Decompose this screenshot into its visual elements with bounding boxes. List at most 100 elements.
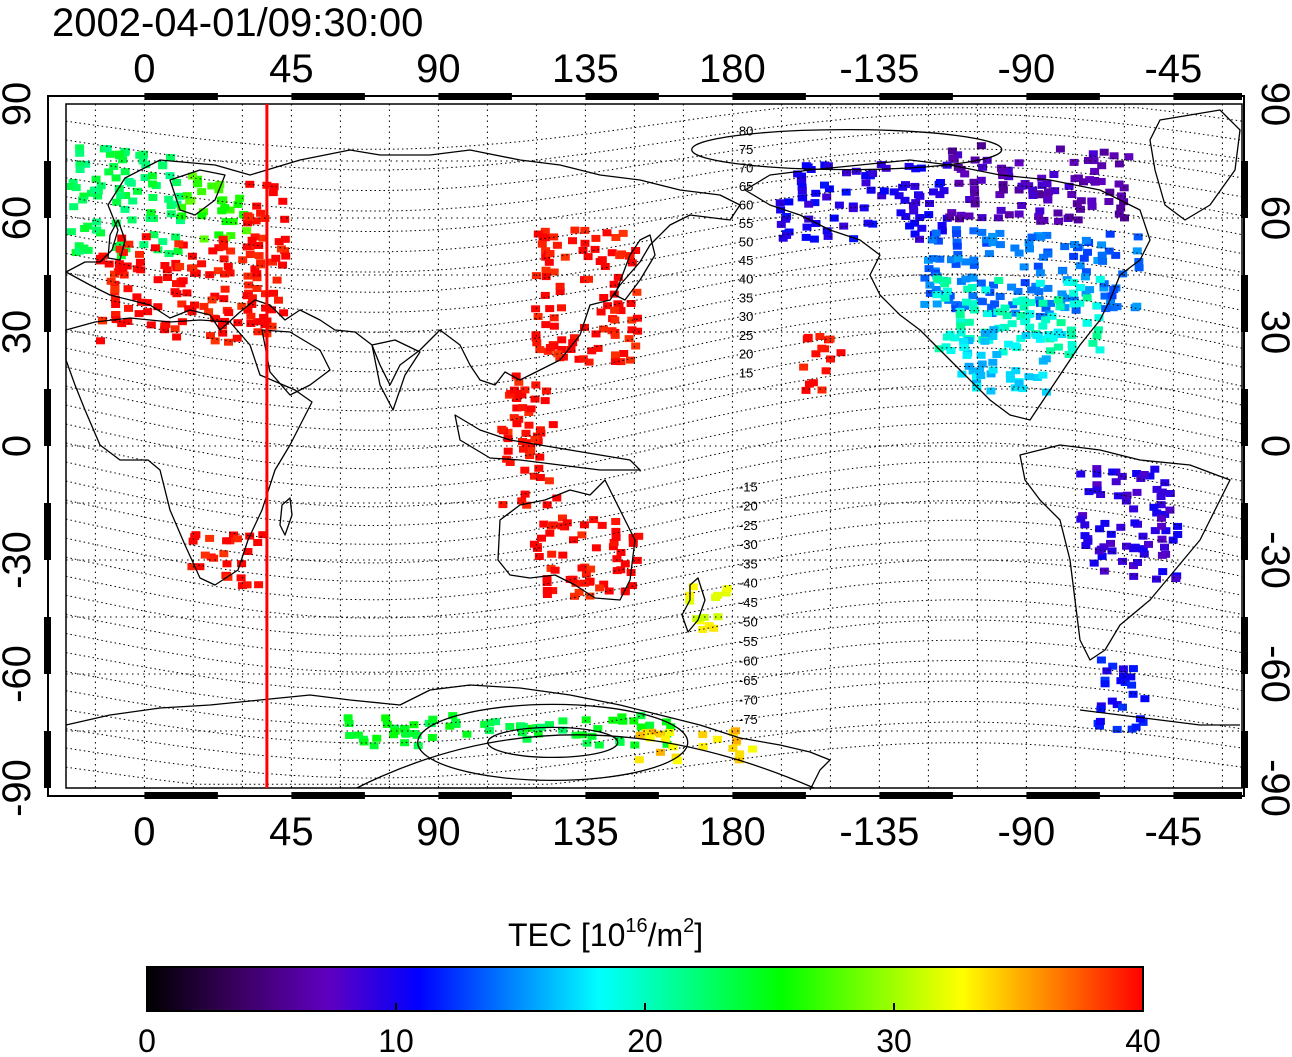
tec-cell (166, 154, 175, 161)
tec-cell (656, 748, 665, 756)
colorbar-tick-label: 0 (138, 1023, 156, 1057)
tec-cell (1010, 342, 1020, 350)
contour-label: 25 (739, 328, 753, 343)
tec-cell (517, 497, 527, 505)
tec-cell (272, 276, 282, 284)
tec-cell (969, 178, 979, 186)
tec-cell (92, 218, 102, 226)
magnetic-contour (65, 422, 1243, 508)
magnetic-contour (65, 442, 1243, 526)
tec-cell (1100, 680, 1110, 688)
tec-cell (558, 514, 567, 522)
tec-cell (969, 261, 979, 269)
tec-cell (631, 247, 641, 254)
tec-cell (220, 285, 230, 293)
tec-cell (811, 189, 821, 197)
tec-cell (911, 199, 921, 207)
tec-cell (526, 447, 536, 455)
tec-cell (915, 192, 925, 200)
tec-cell (242, 581, 252, 589)
colorbar-tick-label: 40 (1125, 1023, 1161, 1057)
tec-cell (947, 256, 956, 264)
tec-cell (90, 186, 100, 194)
tec-cell (243, 219, 253, 227)
tec-cell (1152, 509, 1162, 517)
tec-cell (1136, 475, 1146, 482)
tec-cell (1112, 303, 1122, 311)
tec-cell (1095, 722, 1104, 730)
tec-cell (946, 347, 956, 354)
tec-cell (967, 284, 977, 291)
tec-cell (602, 229, 612, 237)
tec-cell (112, 198, 122, 206)
tec-cell (959, 338, 969, 345)
tec-cell (1043, 284, 1053, 292)
coastline-eurasia (65, 149, 741, 386)
tec-cell (503, 428, 513, 436)
tec-cell (243, 272, 253, 280)
y-axis-right-labels: 90 60 30 0 -30 -60 -90 (1253, 82, 1292, 817)
tec-cell (211, 315, 221, 323)
tec-cell (1016, 312, 1026, 319)
tec-cell (1157, 535, 1167, 543)
tec-cell (253, 318, 263, 326)
tec-cell (512, 404, 522, 412)
tec-cell (462, 730, 472, 738)
tec-cell (1105, 230, 1115, 238)
tec-cell (970, 306, 979, 314)
tec-cell (1014, 159, 1024, 167)
tec-cell (823, 232, 833, 240)
tec-cell (616, 307, 626, 315)
south-pole-contour-outer (356, 734, 815, 789)
tec-cell (400, 739, 410, 747)
tec-cell (267, 306, 276, 314)
tec-cell (610, 331, 620, 339)
tec-cell (244, 281, 254, 289)
tec-cell (578, 246, 588, 254)
tec-cell (1014, 210, 1024, 218)
tec-cell (140, 174, 150, 181)
tec-cell (1075, 284, 1085, 291)
tec-cell (110, 295, 120, 303)
tec-cell (977, 228, 987, 236)
tec-cell (521, 429, 531, 437)
tec-cell (242, 227, 252, 235)
tec-cell (544, 258, 554, 266)
tec-cell (1099, 567, 1109, 575)
tec-cell (1046, 347, 1055, 355)
tec-cell (111, 174, 121, 182)
y-tick-label-left: -90 (0, 759, 39, 817)
tec-cell (1075, 299, 1085, 307)
tec-cell (105, 150, 115, 158)
tec-cell (1014, 249, 1024, 257)
tec-cell (798, 194, 808, 202)
tec-cell (116, 192, 126, 200)
tec-cell (91, 175, 101, 183)
tec-cell (66, 228, 76, 236)
tec-cell (784, 198, 794, 206)
frame-tick-bar (1241, 617, 1248, 674)
tec-cell (781, 215, 791, 223)
tec-cell (75, 166, 85, 173)
tec-cell (148, 194, 158, 201)
tec-cell (959, 344, 969, 352)
tec-cell (904, 162, 914, 170)
colorbar-title-end: ] (694, 917, 703, 953)
tec-cell (593, 344, 603, 352)
tec-cell (801, 233, 811, 241)
tec-cell (1056, 319, 1066, 327)
tec-cell (134, 310, 144, 318)
coastline-newzealand (681, 577, 706, 633)
tec-cell (1158, 568, 1168, 576)
tec-cell (372, 734, 382, 742)
tec-cell (359, 738, 369, 746)
tec-cell (809, 235, 819, 243)
tec-cell (426, 720, 436, 728)
tec-cell (713, 735, 722, 743)
tec-cell (1157, 488, 1167, 496)
tec-cell (172, 280, 181, 288)
tec-cell (1042, 180, 1052, 188)
tec-cell (797, 176, 807, 184)
tec-cell (1160, 543, 1169, 551)
tec-cell (117, 320, 127, 328)
